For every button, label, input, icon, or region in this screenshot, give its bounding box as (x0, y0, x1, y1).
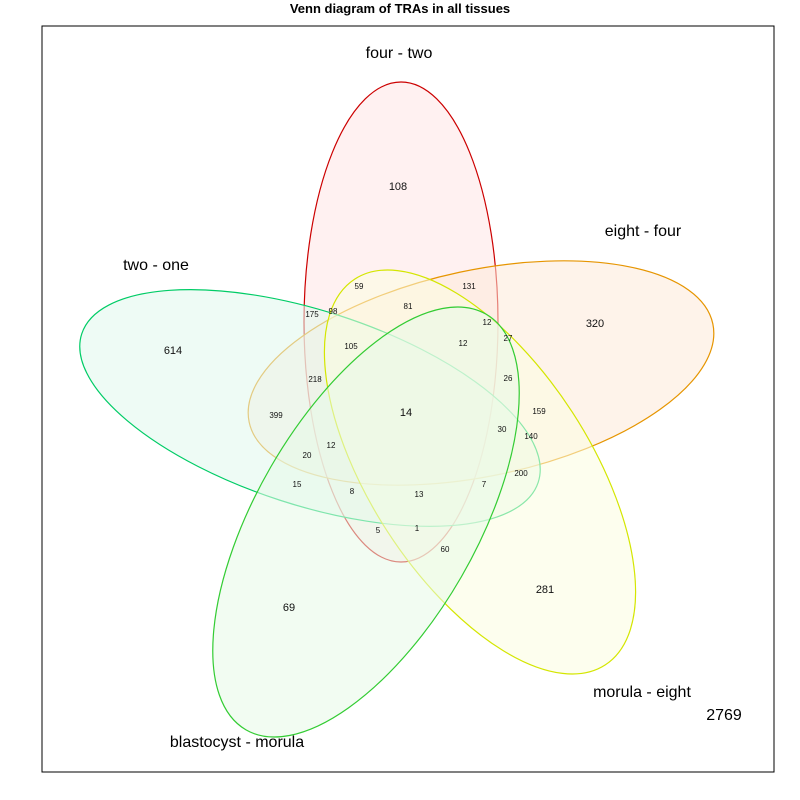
region-count: 98 (329, 307, 338, 316)
region-count: 200 (514, 469, 528, 478)
set-label-morula-eight: morula - eight (593, 684, 691, 701)
set-label-two-one: two - one (123, 257, 189, 274)
set-labels: four - two eight - four two - one morula - … (123, 45, 691, 751)
region-count: 13 (415, 490, 424, 499)
chart-title: Venn diagram of TRAs in all tissues (290, 1, 510, 16)
region-count: 20 (303, 451, 312, 460)
region-count: 15 (293, 480, 302, 489)
region-count: 159 (532, 407, 546, 416)
outside-count: 2769 (706, 707, 742, 724)
region-count: 175 (305, 310, 319, 319)
set-label-eight-four: eight - four (605, 223, 682, 240)
region-count: 320 (586, 318, 604, 330)
region-count: 12 (483, 318, 492, 327)
region-count: 5 (376, 526, 381, 535)
set-ellipses (79, 81, 715, 738)
region-count: 614 (164, 345, 182, 357)
region-count: 1 (415, 524, 420, 533)
region-count: 26 (504, 374, 513, 383)
set-label-blastocyst-morula: blastocyst - morula (170, 734, 304, 751)
ellipse-blastocyst-morula (212, 306, 520, 738)
region-count: 218 (308, 375, 322, 384)
region-count: 81 (404, 302, 413, 311)
set-label-four-two: four - two (366, 45, 433, 62)
region-count: 60 (441, 545, 450, 554)
region-count: 108 (389, 181, 407, 193)
region-count: 131 (462, 282, 476, 291)
region-count: 281 (536, 584, 554, 596)
region-count: 7 (482, 480, 487, 489)
region-count: 8 (350, 487, 355, 496)
region-count: 105 (344, 342, 358, 351)
region-count: 14 (400, 407, 412, 419)
region-count: 59 (355, 282, 364, 291)
region-count: 12 (327, 441, 336, 450)
region-count: 140 (524, 432, 538, 441)
region-count: 69 (283, 602, 295, 614)
region-count: 30 (498, 425, 507, 434)
region-count: 12 (459, 339, 468, 348)
region-count: 399 (269, 411, 283, 420)
plot-frame (41, 25, 775, 773)
region-count: 27 (504, 334, 513, 343)
